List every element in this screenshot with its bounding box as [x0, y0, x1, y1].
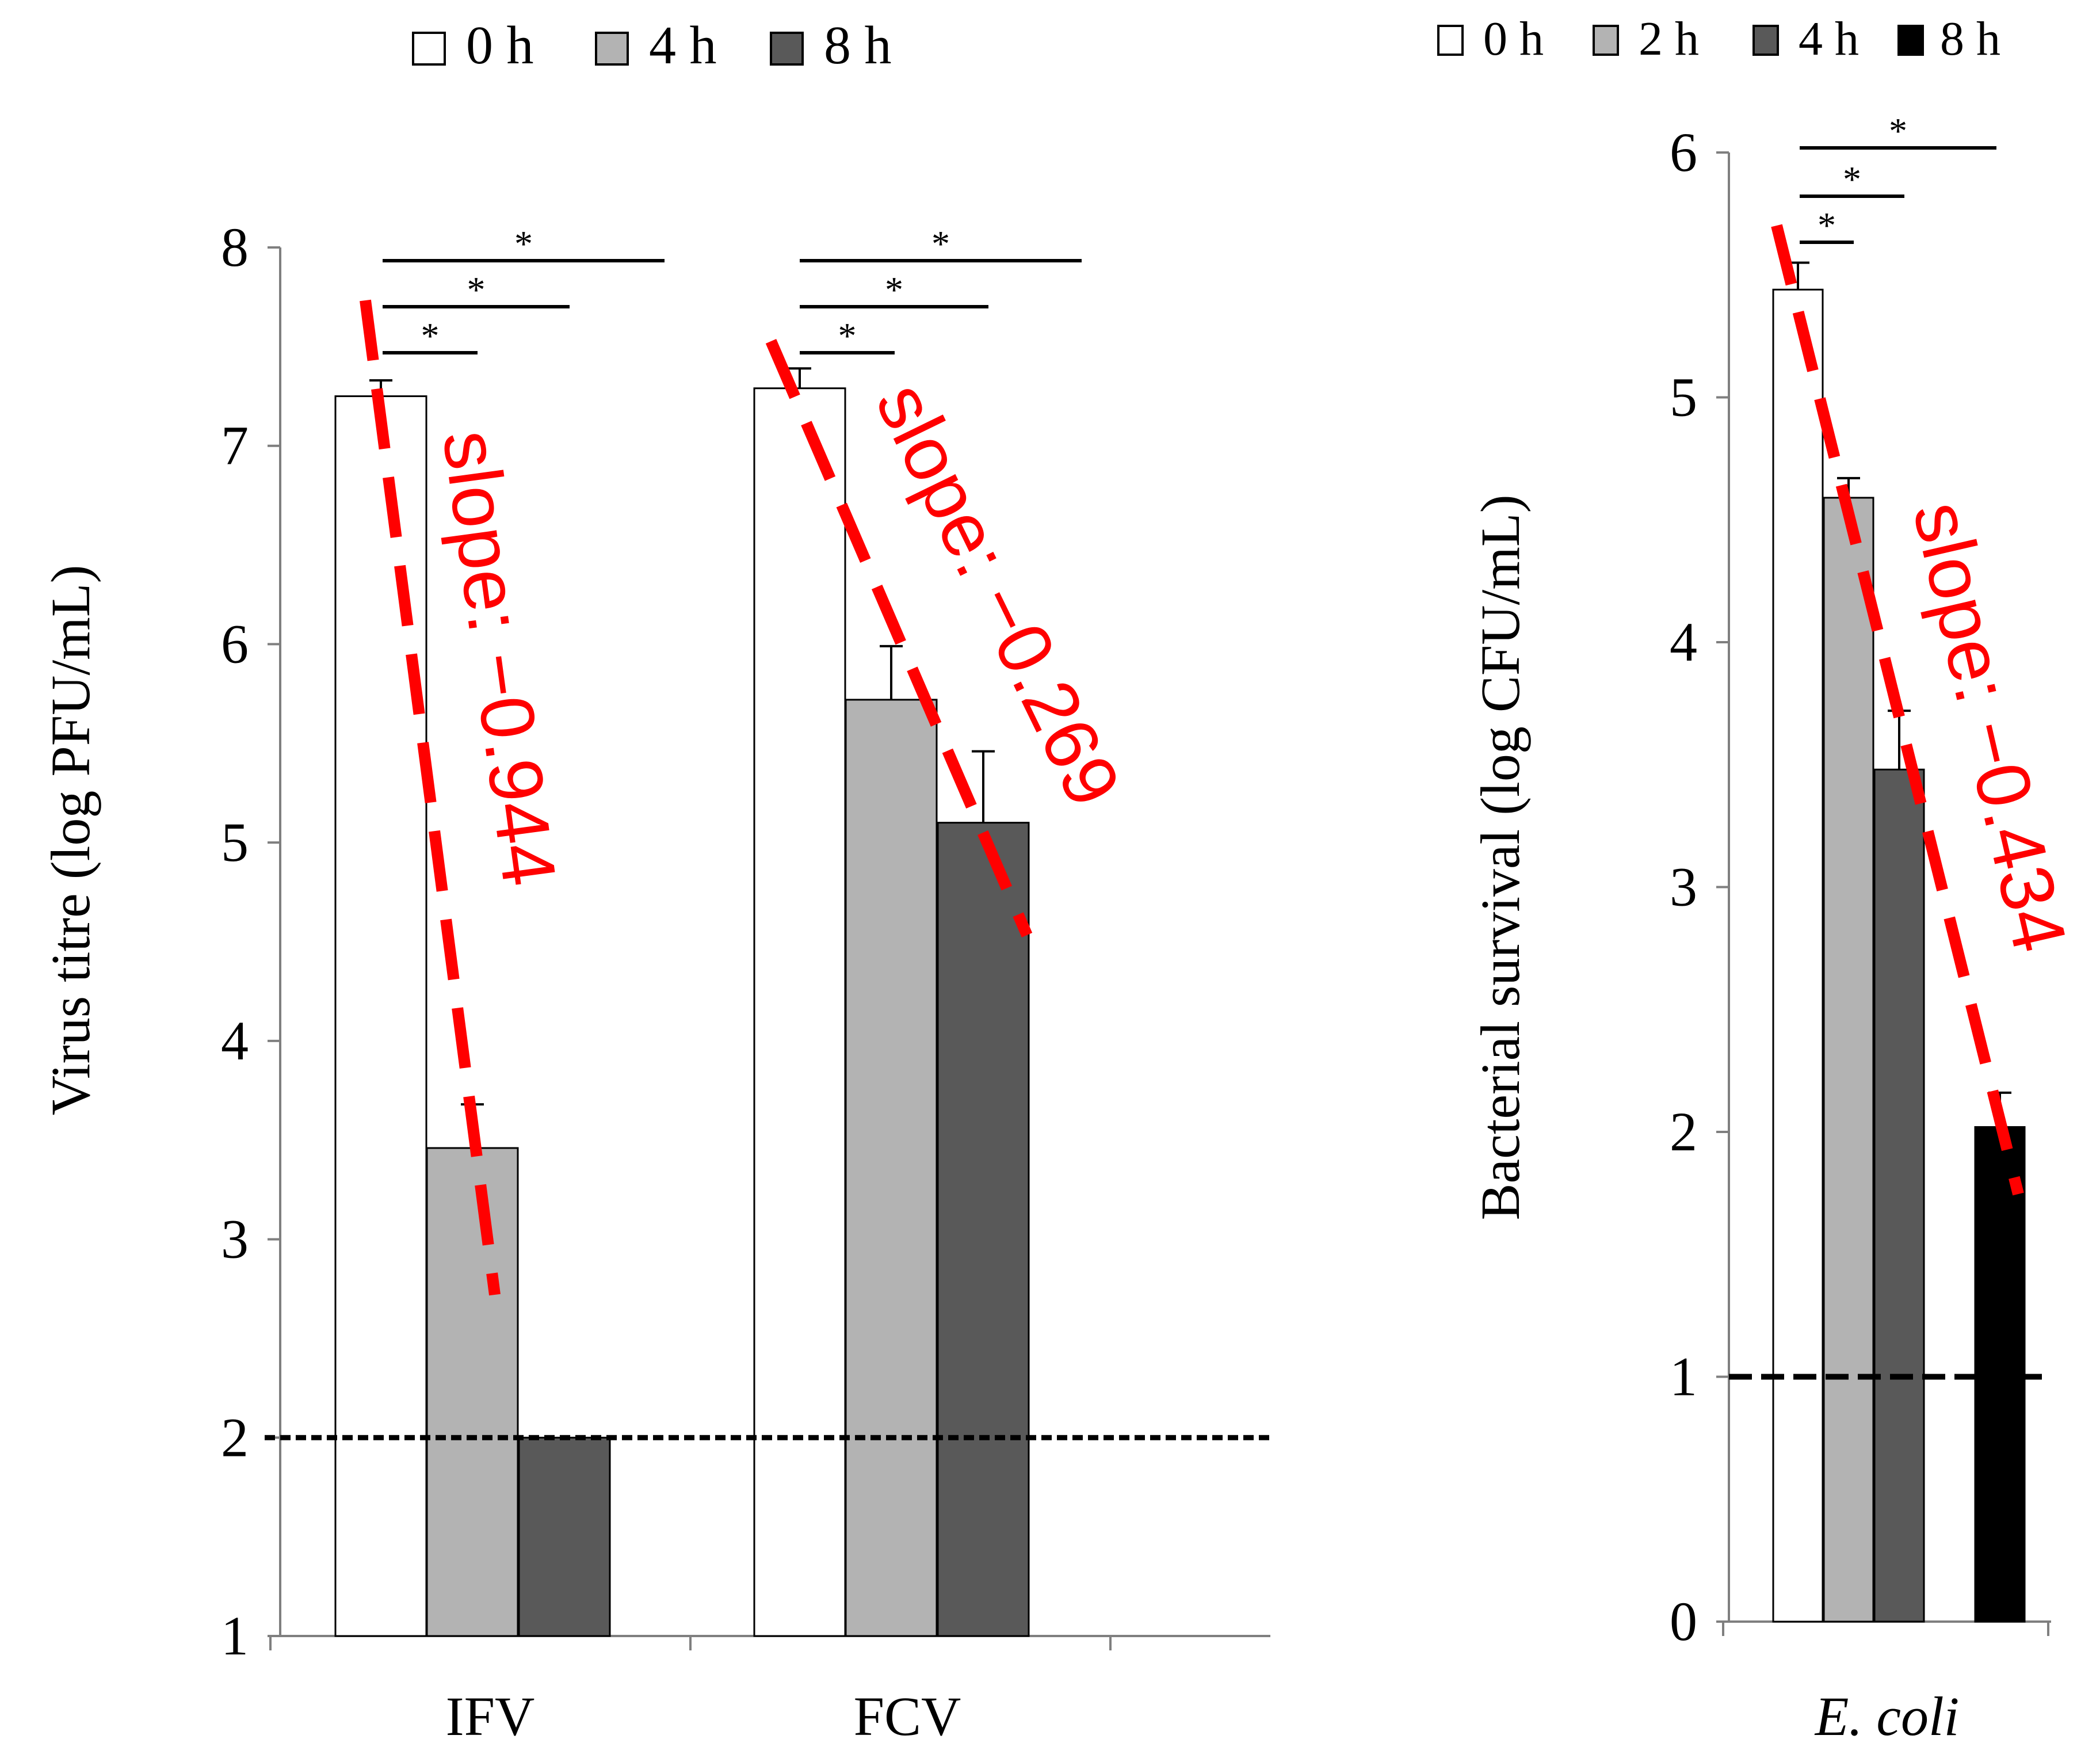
y-tick-label: 4 — [1670, 611, 1697, 673]
category-label-ecoli: E. coli — [1814, 1685, 1960, 1747]
legend-label-0h: 0 h — [466, 16, 534, 75]
y-tick-label: 2 — [221, 1406, 249, 1468]
legend-swatch-4h — [595, 32, 629, 66]
significance-star: * — [467, 269, 486, 310]
slope-text-ifv: slope: −0.944 — [427, 425, 572, 891]
y-tick-label: 0 — [1670, 1591, 1697, 1652]
bacterial-survival-chart: 0 h 2 h 4 h 8 h Bacterial survival (log … — [1437, 12, 2083, 1747]
significance-star: * — [1818, 205, 1836, 246]
y-tick-label: 7 — [221, 415, 249, 476]
y-tick-label: 2 — [1670, 1101, 1697, 1162]
significance-star: * — [885, 269, 903, 310]
bar — [426, 1147, 519, 1637]
y-tick-label: 6 — [221, 613, 249, 674]
bar — [753, 387, 846, 1637]
y-tick-label: 8 — [221, 216, 249, 278]
slope-line-ecoli — [1771, 224, 2024, 1196]
bar — [845, 699, 938, 1637]
legend-swatch-8h — [1897, 25, 1924, 56]
y-ticks-left: 1 2 3 4 5 6 7 8 — [221, 216, 280, 1667]
bars-left — [334, 367, 1030, 1637]
bar — [518, 1436, 611, 1637]
slope-line-ifv — [360, 299, 501, 1296]
bar — [1772, 288, 1824, 1623]
significance-brackets-right: *** — [1800, 110, 1996, 246]
y-axis-title-left: Virus titre (log PFU/mL) — [40, 565, 101, 1116]
y-tick-label: 5 — [1670, 367, 1697, 428]
y-tick-label: 1 — [1670, 1346, 1697, 1408]
slope-line-fcv — [765, 339, 1033, 937]
legend-swatch-4h — [1752, 25, 1779, 56]
category-label-fcv: FCV — [854, 1685, 961, 1747]
y-tick-label: 1 — [221, 1605, 249, 1667]
y-tick-label: 3 — [221, 1208, 249, 1270]
y-tick-label: 3 — [1670, 856, 1697, 918]
legend-swatch-0h — [412, 32, 446, 66]
legend-label-4h: 4 h — [649, 16, 717, 75]
legend-left: 0 h 4 h 8 h — [412, 16, 892, 75]
y-ticks-right: 0 1 2 3 4 5 6 — [1670, 121, 1729, 1652]
y-tick-label: 6 — [1670, 121, 1697, 183]
legend-swatch-2h — [1593, 25, 1619, 56]
legend-right: 0 h 2 h 4 h 8 h — [1437, 12, 2000, 66]
significance-star: * — [1889, 110, 1907, 151]
bar — [1873, 768, 1925, 1623]
bar — [937, 822, 1030, 1637]
significance-star: * — [838, 315, 857, 356]
y-tick-label: 4 — [221, 1010, 249, 1071]
bar — [1823, 497, 1874, 1623]
significance-star: * — [514, 223, 533, 264]
legend-label-0h: 0 h — [1483, 12, 1544, 66]
legend-label-4h: 4 h — [1799, 12, 1859, 66]
category-label-ifv: IFV — [446, 1685, 535, 1747]
legend-label-8h: 8 h — [824, 16, 892, 75]
legend-swatch-8h — [770, 32, 804, 66]
virus-titre-chart: 0 h 4 h 8 h Virus titre (log PFU/mL) 1 2 3… — [40, 16, 1270, 1747]
significance-brackets-left: * * * * * * — [383, 223, 1082, 356]
legend-swatch-0h — [1437, 25, 1464, 56]
significance-star: * — [421, 315, 440, 356]
significance-star: * — [1843, 159, 1861, 200]
bars-right — [1772, 261, 2026, 1623]
y-tick-label: 5 — [221, 811, 249, 873]
slope-text-ecoli: slope: −0.434 — [1897, 494, 2083, 959]
legend-label-2h: 2 h — [1639, 12, 1699, 66]
y-axis-title-right: Bacterial survival (log CFU/mL) — [1469, 494, 1531, 1220]
significance-star: * — [931, 223, 950, 264]
legend-label-8h: 8 h — [1940, 12, 2000, 66]
bar — [334, 395, 427, 1637]
